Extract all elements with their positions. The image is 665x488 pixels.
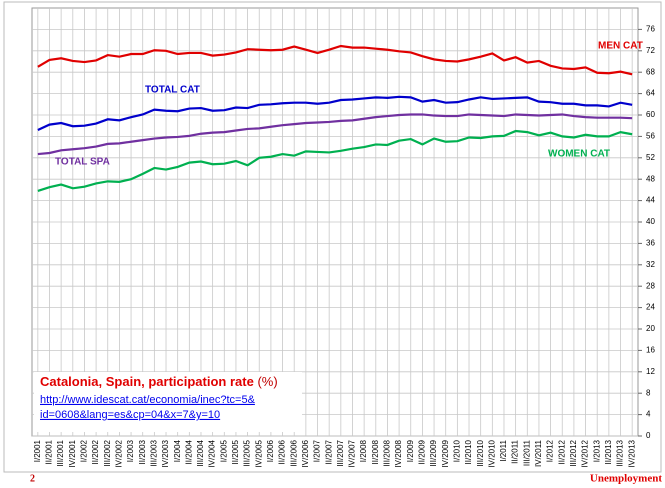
x-tick-label: IV/2006 bbox=[301, 439, 310, 467]
x-tick-label: III/2006 bbox=[289, 439, 298, 466]
x-tick-label: II/2001 bbox=[45, 439, 54, 464]
x-tick-label: II/2002 bbox=[91, 439, 100, 464]
y-tick-label: 72 bbox=[646, 46, 655, 55]
x-tick-label: I/2002 bbox=[80, 439, 89, 462]
x-tick-label: I/2010 bbox=[452, 439, 461, 462]
series-line bbox=[37, 95, 633, 131]
y-tick-label: 68 bbox=[646, 67, 655, 76]
x-tick-label: I/2006 bbox=[266, 439, 275, 462]
x-tick-label: III/2003 bbox=[149, 439, 158, 466]
x-tick-label: III/2009 bbox=[429, 439, 438, 466]
x-tick-label: IV/2013 bbox=[627, 439, 636, 467]
y-tick-label: 40 bbox=[646, 217, 655, 226]
x-tick-label: III/2005 bbox=[243, 439, 252, 466]
x-tick-label: III/2010 bbox=[476, 439, 485, 466]
x-tick-label: I/2013 bbox=[592, 439, 601, 462]
x-tick-label: II/2004 bbox=[184, 439, 193, 464]
series-label: TOTAL CAT bbox=[145, 85, 200, 96]
x-tick-label: II/2010 bbox=[464, 439, 473, 464]
source-link[interactable]: http://www.idescat.cat/economia/inec?tc=… bbox=[40, 394, 256, 406]
info-box bbox=[34, 372, 302, 432]
y-tick-label: 24 bbox=[646, 303, 655, 312]
y-tick-label: 48 bbox=[646, 174, 655, 183]
x-tick-label: II/2009 bbox=[418, 439, 427, 464]
y-tick-label: 60 bbox=[646, 110, 655, 119]
y-tick-label: 56 bbox=[646, 132, 655, 141]
x-tick-label: IV/2008 bbox=[394, 439, 403, 467]
x-tick-label: I/2011 bbox=[499, 439, 508, 461]
x-tick-label: II/2006 bbox=[278, 439, 287, 464]
x-tick-label: III/2008 bbox=[383, 439, 392, 466]
y-tick-label: 20 bbox=[646, 324, 655, 333]
x-tick-label: III/2002 bbox=[103, 439, 112, 466]
y-tick-label: 0 bbox=[646, 431, 651, 440]
y-tick-label: 76 bbox=[646, 25, 655, 34]
section-name: Unemployment bbox=[590, 473, 662, 485]
x-tick-label: I/2009 bbox=[406, 439, 415, 462]
series-line bbox=[37, 113, 633, 156]
x-tick-label: III/2012 bbox=[569, 439, 578, 466]
y-tick-label: 28 bbox=[646, 281, 655, 290]
series-line bbox=[37, 129, 633, 193]
x-tick-label: I/2004 bbox=[173, 439, 182, 462]
title-unit: (%) bbox=[257, 374, 277, 389]
x-tick-label: I/2008 bbox=[359, 439, 368, 462]
x-tick-label: II/2013 bbox=[604, 439, 613, 464]
title-text: Catalonia, Spain, participation rate bbox=[40, 374, 254, 389]
series-label: TOTAL SPA bbox=[55, 157, 110, 168]
marks bbox=[37, 44, 633, 193]
x-tick-label: II/2008 bbox=[371, 439, 380, 464]
series-label: WOMEN CAT bbox=[548, 149, 610, 160]
y-tick-label: 52 bbox=[646, 153, 655, 162]
source-link[interactable]: id=0608&lang=es&cp=04&x=7&y=10 bbox=[40, 409, 220, 421]
y-tick-label: 36 bbox=[646, 239, 655, 248]
y-tick-label: 64 bbox=[646, 89, 655, 98]
page-number: 2 bbox=[30, 473, 35, 484]
x-tick-label: II/2007 bbox=[324, 439, 333, 464]
x-tick-label: III/2013 bbox=[616, 439, 625, 466]
y-tick-label: 32 bbox=[646, 260, 655, 269]
x-tick-label: I/2012 bbox=[546, 439, 555, 462]
y-tick-label: 8 bbox=[646, 388, 651, 397]
x-tick-label: I/2003 bbox=[126, 439, 135, 462]
series-line bbox=[37, 44, 633, 76]
x-tick-label: I/2007 bbox=[313, 439, 322, 462]
x-tick-label: IV/2003 bbox=[161, 439, 170, 467]
x-tick-label: IV/2012 bbox=[581, 439, 590, 467]
y-tick-label: 16 bbox=[646, 346, 655, 355]
x-tick-label: IV/2005 bbox=[254, 439, 263, 467]
x-tick-label: IV/2007 bbox=[348, 439, 357, 467]
y-tick-label: 4 bbox=[646, 410, 651, 419]
x-tick-label: IV/2001 bbox=[68, 439, 77, 467]
x-tick-label: IV/2009 bbox=[441, 439, 450, 467]
x-tick-label: II/2012 bbox=[557, 439, 566, 464]
x-tick-label: I/2001 bbox=[33, 439, 42, 462]
info-title: Catalonia, Spain, participation rate (%) bbox=[40, 374, 278, 389]
x-tick-label: III/2004 bbox=[196, 439, 205, 466]
x-tick-label: IV/2011 bbox=[534, 439, 543, 467]
x-tick-label: II/2005 bbox=[231, 439, 240, 464]
grid bbox=[31, 7, 642, 437]
y-tick-label: 12 bbox=[646, 367, 655, 376]
x-tick-label: III/2007 bbox=[336, 439, 345, 466]
x-tick-label: IV/2002 bbox=[115, 439, 124, 467]
x-tick-label: III/2011 bbox=[522, 439, 531, 466]
y-tick-label: 44 bbox=[646, 196, 655, 205]
x-tick-label: II/2011 bbox=[511, 439, 520, 463]
series-label: MEN CAT bbox=[598, 41, 643, 52]
x-tick-label: III/2001 bbox=[56, 439, 65, 466]
x-tick-label: IV/2010 bbox=[487, 439, 496, 467]
x-tick-label: I/2005 bbox=[219, 439, 228, 462]
x-tick-label: II/2003 bbox=[138, 439, 147, 464]
x-tick-label: IV/2004 bbox=[208, 439, 217, 467]
